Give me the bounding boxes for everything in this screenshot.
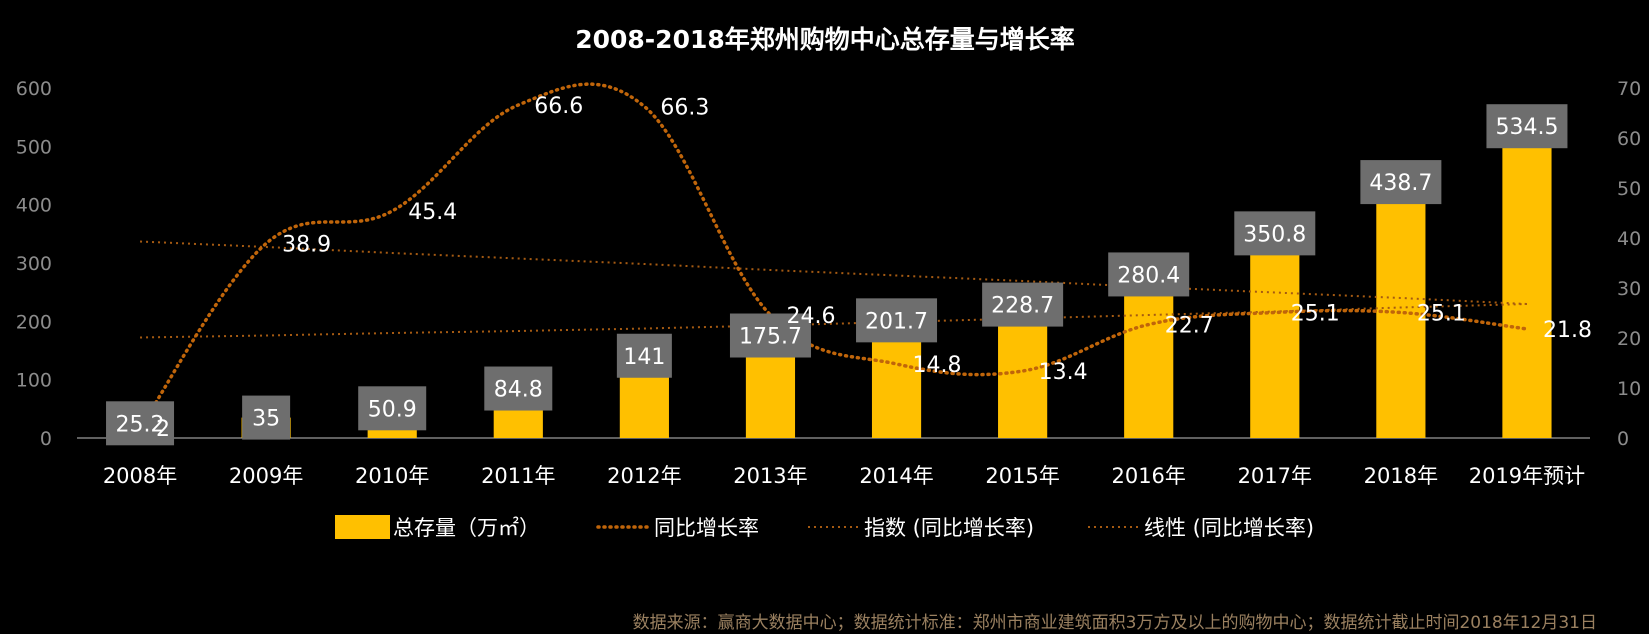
right-tick-label: 70 [1617, 78, 1641, 100]
bar-data-label: 25.2 [116, 412, 165, 437]
bar-data-labels: 25.2 35 50.9 84.8 141 175.7 201.7 228.7 280.4 350… [106, 104, 1568, 446]
x-tick-label: 2013年 [733, 464, 807, 488]
source-note: 数据来源：赢商大数据中心；数据统计标准：郑州市商业建筑面积3万方及以上的购物中心… [633, 613, 1597, 633]
x-tick-label: 2016年 [1111, 464, 1185, 488]
right-tick-label: 10 [1617, 378, 1641, 400]
x-tick-label: 2019年预计 [1469, 464, 1585, 488]
x-tick-label: 2015年 [985, 464, 1059, 488]
right-axis: 0 10 20 30 40 50 60 70 [1617, 78, 1641, 450]
rate-data-labels: 2 38.9 45.4 66.6 66.3 24.6 14.8 13.4 22.7 25.1 25.… [156, 94, 1592, 442]
rate-data-label: 66.6 [534, 94, 583, 119]
legend: 总存量（万㎡） 同比增长率 指数 (同比增长率) 线性 (同比增长率) [335, 515, 1314, 540]
rate-data-label: 38.9 [282, 233, 331, 258]
bar-data-label: 280.4 [1117, 263, 1180, 288]
legend-label: 同比增长率 [654, 516, 759, 540]
bar-label-box [1108, 252, 1190, 297]
bar-data-label: 438.7 [1369, 171, 1432, 196]
x-tick-label: 2014年 [859, 464, 933, 488]
bar-data-label: 201.7 [865, 309, 928, 334]
left-tick-label: 300 [16, 253, 52, 275]
bar [1502, 126, 1552, 438]
rate-data-label: 21.8 [1543, 318, 1592, 343]
bar-data-label: 50.9 [368, 397, 417, 422]
left-tick-label: 600 [16, 78, 52, 100]
rate-data-label: 66.3 [660, 96, 709, 121]
right-tick-label: 0 [1617, 428, 1629, 450]
chart-title: 2008-2018年郑州购物中心总存量与增长率 [575, 25, 1075, 54]
bar [1376, 182, 1426, 438]
bar-data-label: 534.5 [1495, 115, 1558, 140]
x-tick-label: 2012年 [607, 464, 681, 488]
x-tick-label: 2018年 [1364, 464, 1438, 488]
left-tick-label: 200 [16, 311, 52, 333]
rate-data-label: 22.7 [1165, 314, 1214, 339]
right-tick-label: 30 [1617, 278, 1641, 300]
legend-label: 总存量（万㎡） [393, 516, 540, 540]
bar-data-label: 141 [623, 345, 665, 370]
bar-data-label: 350.8 [1243, 222, 1306, 247]
legend-swatch-bar [335, 515, 390, 539]
growth-rate-line [138, 82, 1529, 430]
bar-label-box [729, 313, 811, 358]
left-tick-label: 500 [16, 136, 52, 158]
x-tick-label: 2010年 [355, 464, 429, 488]
bar [1124, 274, 1174, 438]
x-axis: 2008年 2009年 2010年 2011年 2012年 2013年 2014年 2015年… [103, 464, 1585, 488]
legend-label: 线性 (同比增长率) [1144, 516, 1314, 540]
bar-label-box [1360, 160, 1442, 205]
rate-data-label: 25.1 [1417, 302, 1466, 327]
bar-data-label: 228.7 [991, 294, 1054, 319]
bar-label-box [106, 401, 175, 446]
rate-data-label: 14.8 [913, 353, 962, 378]
left-tick-label: 400 [16, 195, 52, 217]
bar-label-box [616, 333, 672, 378]
x-tick-label: 2011年 [481, 464, 555, 488]
bar-data-label: 175.7 [739, 325, 802, 350]
growth-rate-series [138, 82, 1529, 430]
right-tick-label: 50 [1617, 178, 1641, 200]
x-tick-label: 2009年 [229, 464, 303, 488]
bar-label-box [484, 366, 553, 411]
rate-data-label: 13.4 [1039, 360, 1088, 385]
right-tick-label: 40 [1617, 228, 1641, 250]
rate-data-label: 45.4 [408, 200, 457, 225]
x-tick-label: 2008年 [103, 464, 177, 488]
rate-data-label: 25.1 [1291, 302, 1340, 327]
bar-label-box [1486, 104, 1568, 149]
left-tick-label: 0 [40, 428, 52, 450]
rate-data-label: 2 [156, 417, 170, 442]
x-tick-label: 2017年 [1238, 464, 1312, 488]
trendline [139, 240, 1528, 305]
bar-label-box [242, 395, 291, 440]
bar-label-box [856, 298, 938, 343]
bar-label-box [982, 282, 1064, 327]
bar [1250, 233, 1300, 438]
legend-label: 指数 (同比增长率) [864, 516, 1034, 540]
right-tick-label: 20 [1617, 328, 1641, 350]
bar-label-box [1234, 211, 1316, 256]
right-tick-label: 60 [1617, 128, 1641, 150]
bar-data-label: 35 [252, 407, 280, 432]
left-tick-label: 100 [16, 370, 52, 392]
rate-data-label: 24.6 [786, 304, 835, 329]
bar-label-box [358, 386, 427, 431]
bar-data-label: 84.8 [494, 378, 543, 403]
bar-series [115, 126, 1552, 438]
left-axis: 0 100 200 300 400 500 600 [16, 78, 52, 450]
